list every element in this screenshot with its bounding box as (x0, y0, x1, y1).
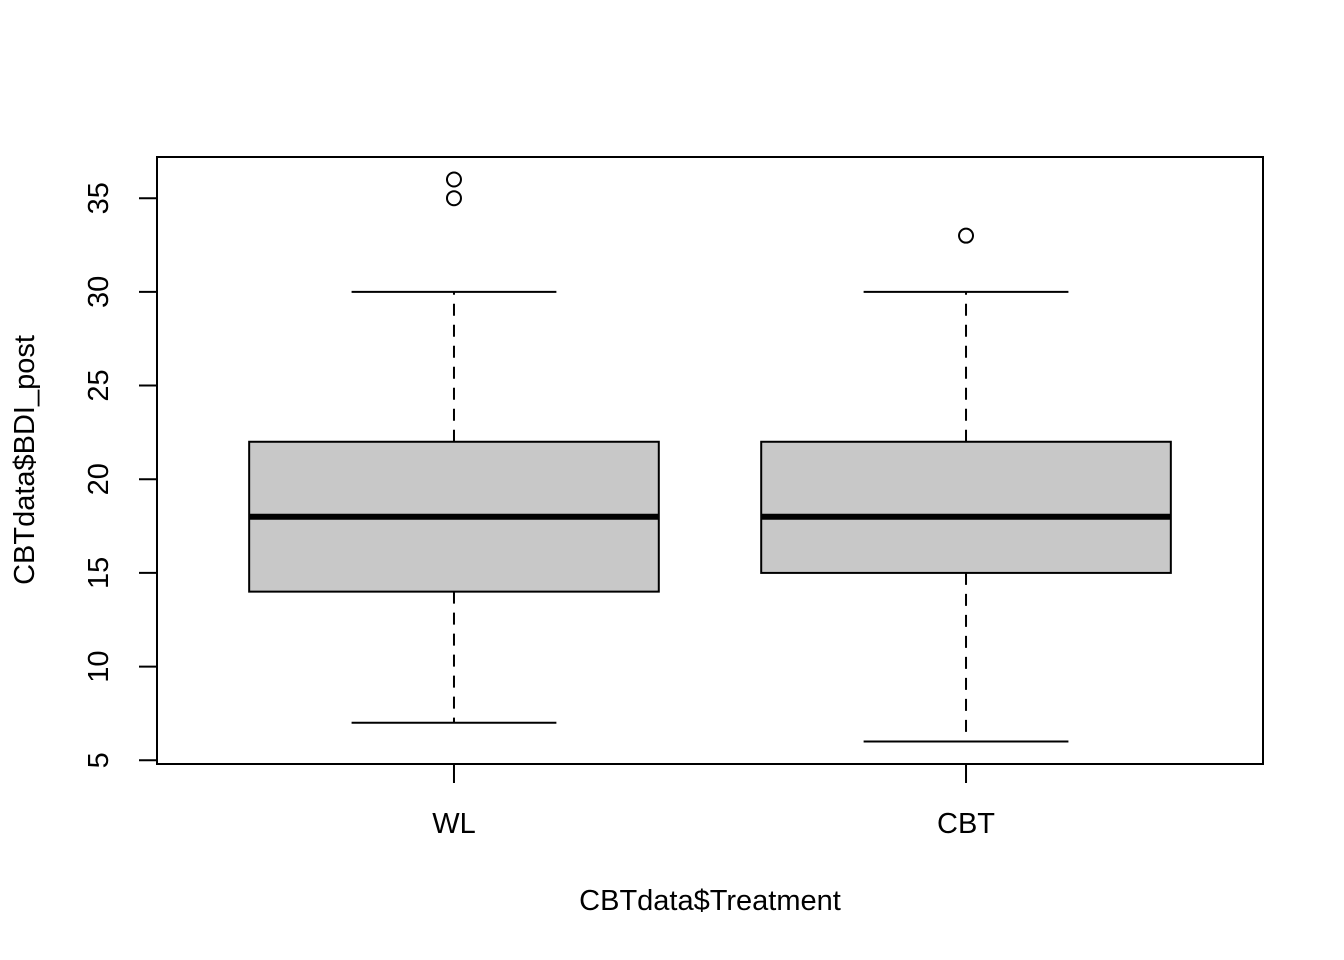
iqr-box (760, 440, 1172, 574)
y-tick-label: 10 (83, 650, 115, 682)
x-tick-label: WL (432, 808, 476, 840)
x-axis-title: CBTdata$Treatment (579, 885, 841, 917)
y-tick-label: 35 (83, 182, 115, 214)
y-axis-title: CBTdata$BDI_post (9, 335, 41, 585)
x-axis: WL CBT (432, 764, 995, 840)
x-tick-label: CBT (937, 808, 995, 840)
y-tick-label: 15 (83, 557, 115, 589)
outlier-point (445, 171, 462, 188)
box-wl (248, 171, 660, 724)
outlier-point (445, 190, 462, 207)
box-cbt (760, 227, 1172, 743)
y-tick-label: 20 (83, 463, 115, 495)
y-tick-label: 30 (83, 276, 115, 308)
box-series (248, 171, 1172, 743)
y-tick-label: 5 (83, 752, 115, 768)
y-axis: 5 10 15 20 25 30 35 (83, 182, 158, 768)
y-tick-label: 25 (83, 369, 115, 401)
outlier-point (958, 227, 975, 244)
